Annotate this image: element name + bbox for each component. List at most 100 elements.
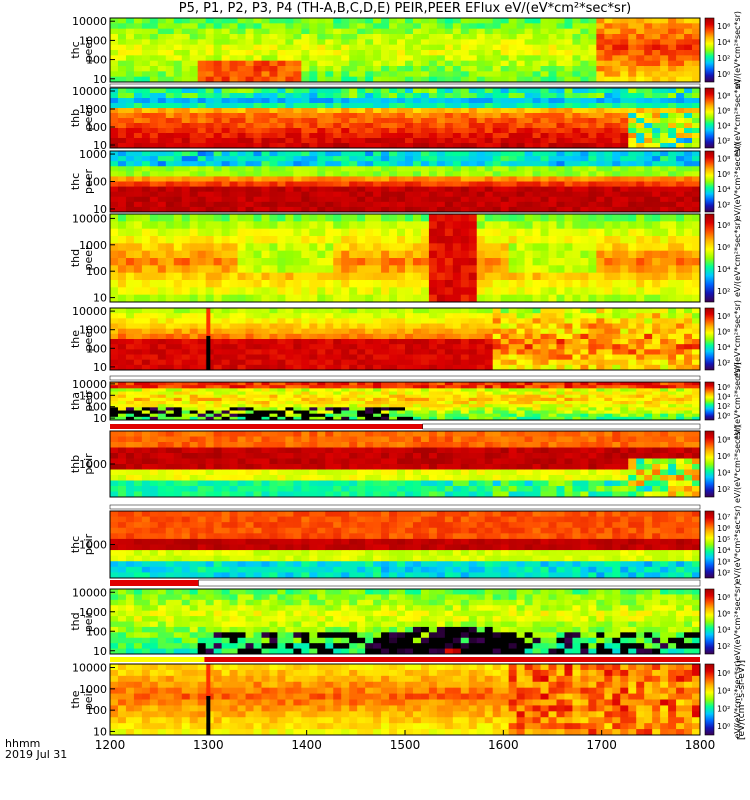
spectrogram-cell	[125, 201, 135, 208]
colorbar-tick-label: 10⁸	[717, 155, 730, 164]
spectrogram-cell	[468, 186, 478, 193]
spectrogram-cell	[516, 318, 525, 324]
spectrogram-cell	[620, 60, 629, 67]
spectrogram-cell	[381, 280, 390, 288]
spectrogram-cell	[253, 118, 262, 124]
spectrogram-cell	[588, 196, 597, 203]
spectrogram-cell	[428, 228, 438, 237]
spectrogram-cell	[325, 294, 334, 303]
spectrogram-cell	[412, 318, 422, 324]
spectrogram-cell	[365, 138, 374, 144]
spectrogram-cell	[676, 349, 685, 355]
spectrogram-cell	[652, 171, 661, 177]
spectrogram-cell	[460, 328, 470, 335]
spectrogram-cell	[293, 76, 302, 83]
spectrogram-cell	[341, 98, 350, 104]
spectrogram-cell	[205, 280, 215, 288]
spectrogram-cell	[149, 76, 159, 83]
spectrogram-cell	[357, 55, 366, 62]
spectrogram-cell	[357, 156, 366, 162]
spectrogram-cell	[349, 71, 358, 78]
spectrogram-cell	[676, 18, 685, 24]
spectrogram-cell	[428, 339, 438, 345]
spectrogram-cell	[261, 55, 270, 62]
spectrogram-cell	[341, 166, 350, 172]
spectrogram-cell	[381, 206, 390, 213]
spectrogram-cell	[357, 364, 366, 371]
spectrogram-cell	[269, 123, 278, 129]
spectrogram-cell	[293, 265, 302, 274]
spectrogram-cell	[365, 313, 374, 319]
spectrogram-cell	[492, 344, 502, 350]
spectrogram-cell	[253, 123, 262, 129]
spectrogram-cell	[293, 113, 302, 119]
spectrogram-cell	[612, 344, 621, 350]
spectrogram-cell	[452, 128, 462, 134]
spectrogram-cell	[365, 416, 374, 421]
spectrogram-cell	[309, 391, 318, 396]
spectrogram-cell	[301, 44, 310, 51]
spectrogram-cell	[245, 76, 254, 83]
spectrogram-cell	[285, 44, 294, 51]
spectrogram-cell	[436, 18, 446, 24]
spectrogram-cell	[341, 44, 350, 51]
spectrogram-cell	[301, 186, 310, 193]
spectrogram-cell	[508, 344, 518, 350]
spectrogram-cell	[269, 397, 278, 402]
spectrogram-cell	[141, 108, 151, 114]
spectrogram-cell	[676, 328, 685, 335]
spectrogram-cell	[452, 133, 462, 139]
spectrogram-cell	[452, 181, 462, 187]
spectrogram-cell	[149, 181, 159, 187]
spectrogram-cell	[564, 201, 573, 208]
spectrogram-cell	[141, 214, 151, 222]
spectrogram-cell	[189, 166, 199, 172]
spectrogram-cell	[397, 161, 406, 167]
spectrogram-cell	[293, 128, 302, 134]
spectrogram-cell	[133, 196, 143, 203]
spectrogram-cell	[620, 176, 629, 182]
spectrogram-cell	[532, 214, 541, 222]
spectrogram-cell	[157, 18, 167, 24]
spectrogram-cell	[261, 76, 270, 83]
spectrogram-cell	[644, 156, 653, 162]
spectrogram-cell	[468, 161, 478, 167]
spectrogram-cell	[325, 201, 334, 208]
spectrogram-cell	[684, 39, 693, 46]
spectrogram-cell	[548, 196, 557, 203]
spectrogram-cell	[428, 143, 438, 149]
spectrogram-cell	[157, 265, 167, 274]
spectrogram-cell	[165, 388, 175, 392]
spectrogram-cell	[476, 359, 486, 366]
spectrogram-cell	[397, 138, 406, 144]
spectrogram-cell	[540, 318, 549, 324]
spectrogram-cell	[285, 323, 294, 330]
spectrogram-cell	[141, 416, 151, 421]
spectrogram-cell	[149, 191, 159, 198]
spectrogram-cell	[468, 243, 478, 252]
spectrogram-cell	[436, 166, 446, 172]
spectrogram-cell	[444, 156, 454, 162]
spectrogram-cell	[173, 133, 183, 139]
spectrogram-cell	[612, 18, 621, 24]
spectrogram-cell	[508, 39, 518, 46]
spectrogram-cell	[556, 71, 565, 78]
spectrogram-cell	[476, 50, 486, 56]
spectrogram-cell	[572, 280, 581, 288]
spectrogram-cell	[341, 123, 350, 129]
spectrogram-cell	[397, 214, 406, 222]
spectrogram-cell	[197, 44, 207, 51]
spectrogram-cell	[476, 18, 486, 24]
spectrogram-cell	[556, 206, 565, 213]
spectrogram-cell	[245, 313, 254, 319]
spectrogram-cell	[660, 272, 669, 281]
spectrogram-cell	[110, 250, 119, 259]
spectrogram-cell	[333, 410, 342, 415]
spectrogram-cell	[117, 328, 127, 335]
spectrogram-cell	[349, 206, 358, 213]
spectrogram-cell	[564, 339, 573, 345]
spectrogram-cell	[221, 287, 230, 296]
spectrogram-cell	[420, 60, 430, 67]
spectrogram-cell	[197, 258, 207, 266]
spectrogram-cell	[149, 401, 159, 405]
